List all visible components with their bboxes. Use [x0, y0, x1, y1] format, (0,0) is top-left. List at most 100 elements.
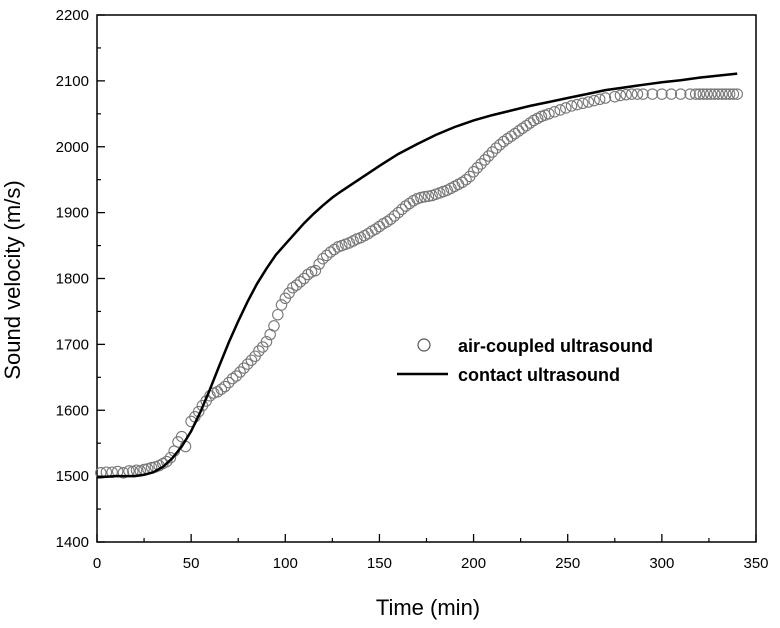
- data-point: [215, 383, 228, 395]
- data-point: [560, 102, 572, 114]
- data-point: [298, 272, 310, 285]
- data-point: [287, 281, 299, 294]
- y-tick-label: 1900: [56, 205, 89, 222]
- data-point: [418, 191, 431, 203]
- data-point: [497, 135, 510, 148]
- data-point: [384, 213, 397, 225]
- y-tick-label: 1700: [56, 336, 89, 353]
- data-point: [731, 88, 743, 100]
- y-tick-label: 1800: [56, 271, 89, 288]
- data-point: [245, 354, 258, 366]
- data-point: [396, 203, 408, 216]
- data-point: [223, 376, 235, 389]
- data-point: [665, 88, 678, 100]
- data-point: [614, 89, 627, 102]
- data-point: [253, 345, 265, 357]
- y-tick-label: 1400: [56, 534, 89, 551]
- x-tick-label: 200: [461, 555, 486, 572]
- data-point: [456, 176, 469, 189]
- data-point: [317, 252, 329, 265]
- data-point: [708, 88, 721, 100]
- data-point: [230, 370, 243, 382]
- y-tick-label: 2000: [56, 139, 89, 156]
- x-axis: 0 50 100 150 200 250 300 350: [93, 534, 769, 572]
- data-point: [548, 106, 561, 118]
- data-point: [727, 88, 740, 100]
- data-point: [554, 104, 566, 116]
- x-tick-label: 250: [555, 555, 580, 572]
- data-point: [275, 299, 288, 311]
- data-point: [479, 154, 491, 166]
- data-point: [490, 142, 502, 154]
- x-axis-label: Time (min): [376, 595, 480, 620]
- data-point: [509, 127, 521, 140]
- data-point: [160, 455, 173, 468]
- series-air-coupled-ultrasound: [95, 88, 743, 479]
- data-point: [516, 122, 529, 135]
- data-point: [117, 467, 130, 479]
- x-tick-label: 100: [273, 555, 298, 572]
- data-point: [272, 308, 284, 321]
- data-point: [693, 88, 706, 100]
- data-point: [646, 88, 659, 100]
- data-point: [656, 88, 668, 100]
- legend-label-contact: contact ultrasound: [458, 365, 620, 385]
- x-tick-label: 50: [183, 555, 200, 572]
- data-point: [620, 88, 632, 101]
- data-point: [260, 335, 273, 348]
- data-point: [422, 190, 435, 202]
- x-tick-label: 0: [93, 555, 101, 572]
- data-point: [211, 386, 224, 398]
- data-point: [674, 88, 687, 100]
- data-point: [571, 98, 583, 111]
- data-point: [164, 451, 177, 464]
- data-point: [720, 88, 732, 100]
- y-tick-label: 2100: [56, 73, 89, 90]
- data-point: [238, 362, 250, 374]
- data-point: [268, 320, 280, 332]
- data-point: [403, 197, 416, 210]
- data-point: [415, 191, 427, 204]
- data-point: [712, 88, 725, 100]
- data-point: [482, 150, 495, 162]
- data-point: [467, 166, 480, 178]
- y-tick-label: 1500: [56, 468, 89, 485]
- x-tick-label: 350: [743, 555, 768, 572]
- data-point: [701, 88, 713, 100]
- legend-label-air-coupled: air-coupled ultrasound: [458, 336, 653, 356]
- data-point: [625, 88, 638, 100]
- data-point: [705, 88, 717, 100]
- data-point: [219, 380, 231, 393]
- data-point: [320, 249, 333, 262]
- x-tick-label: 150: [367, 555, 392, 572]
- data-point: [716, 88, 728, 100]
- data-point: [369, 223, 382, 235]
- data-point: [577, 97, 589, 110]
- data-point: [631, 88, 644, 100]
- data-point: [471, 162, 484, 174]
- data-point: [486, 146, 499, 158]
- data-point: [309, 264, 322, 277]
- data-point: [697, 88, 710, 100]
- data-point: [460, 173, 472, 186]
- data-point: [543, 108, 555, 120]
- data-point: [392, 206, 405, 219]
- data-point: [294, 276, 307, 288]
- data-point: [234, 366, 246, 378]
- series-contact-ultrasound-line: [96, 72, 738, 479]
- data-point: [689, 88, 702, 100]
- data-point: [388, 210, 401, 222]
- data-point: [241, 358, 254, 370]
- data-point: [565, 100, 578, 112]
- data-point: [302, 268, 314, 281]
- legend-marker-air-coupled: [417, 338, 431, 352]
- y-axis: 1400 1500 1600 1700 1800 1900 2000 2100 2200: [56, 7, 105, 551]
- legend: air-coupled ultrasound contact ultrasoun…: [397, 336, 653, 385]
- data-point: [609, 90, 621, 103]
- data-point: [494, 139, 506, 151]
- data-point: [328, 243, 340, 256]
- data-point: [684, 88, 696, 100]
- data-point: [582, 96, 595, 108]
- x-tick-label: 300: [649, 555, 674, 572]
